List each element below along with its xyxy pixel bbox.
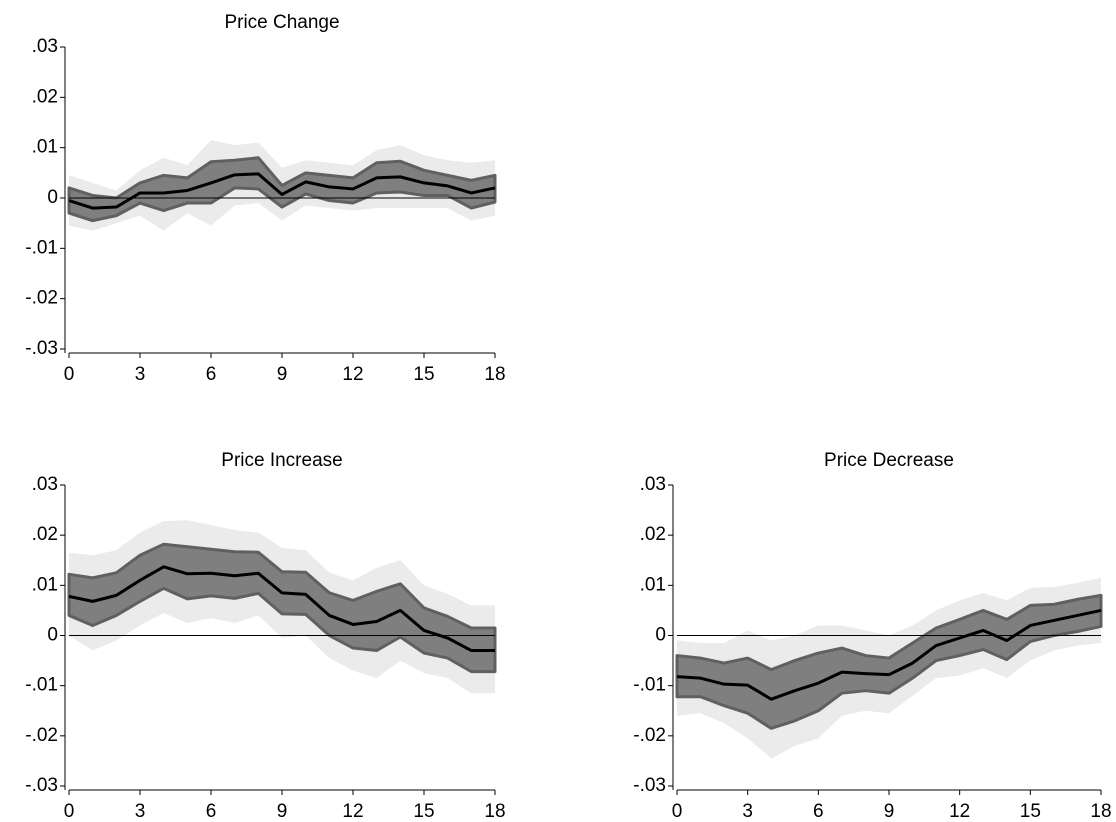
y-tick-label: -.02 (633, 725, 666, 746)
y-tick-label: .02 (32, 524, 58, 545)
y-tick-label: 0 (47, 625, 58, 646)
series-line (68, 172, 496, 210)
x-tick-label: 18 (484, 801, 505, 822)
x-tick-label: 0 (64, 364, 75, 385)
y-tick-label: -.01 (25, 675, 58, 696)
x-tick-label: 0 (672, 801, 683, 822)
y-tick-label: -.01 (25, 237, 58, 258)
y-tick-label: -.03 (633, 775, 666, 796)
y-tick-label: .03 (640, 474, 666, 495)
x-tick-label: 3 (742, 801, 753, 822)
x-tick-label: 12 (342, 801, 363, 822)
y-tick-label: -.02 (25, 725, 58, 746)
series-line (676, 608, 1102, 701)
y-tick-label: -.02 (25, 288, 58, 309)
x-tick-label: 15 (413, 801, 434, 822)
x-tick-label: 6 (206, 364, 217, 385)
x-tick-label: 18 (484, 364, 505, 385)
y-tick-label: 0 (655, 625, 666, 646)
y-tick-label: -.01 (633, 675, 666, 696)
x-tick-label: 6 (206, 801, 217, 822)
y-tick-label: .02 (32, 86, 58, 107)
panel-title: Price Increase (221, 450, 342, 471)
y-tick-label: .03 (32, 36, 58, 57)
x-tick-label: 9 (277, 364, 288, 385)
series-line (68, 565, 495, 653)
x-tick-label: 3 (135, 801, 146, 822)
x-tick-label: 15 (1020, 801, 1041, 822)
confidence-band (67, 542, 497, 674)
x-tick-label: 6 (813, 801, 824, 822)
y-tick-label: 0 (47, 187, 58, 208)
y-tick-label: .02 (640, 524, 666, 545)
x-tick-label: 12 (949, 801, 970, 822)
y-tick-label: -.03 (25, 338, 58, 359)
panel-title: Price Change (224, 12, 339, 33)
x-tick-label: 0 (64, 801, 75, 822)
panel-title: Price Decrease (824, 450, 954, 471)
y-tick-label: .01 (32, 574, 58, 595)
x-tick-label: 12 (342, 364, 363, 385)
y-tick-label: .03 (32, 474, 58, 495)
x-tick-label: 18 (1090, 801, 1111, 822)
y-tick-label: .01 (640, 574, 666, 595)
x-tick-label: 3 (135, 364, 146, 385)
x-tick-label: 15 (413, 364, 434, 385)
x-tick-label: 9 (277, 801, 288, 822)
y-tick-label: .01 (32, 137, 58, 158)
x-tick-label: 9 (884, 801, 895, 822)
confidence-band (67, 156, 497, 223)
y-tick-label: -.03 (25, 775, 58, 796)
